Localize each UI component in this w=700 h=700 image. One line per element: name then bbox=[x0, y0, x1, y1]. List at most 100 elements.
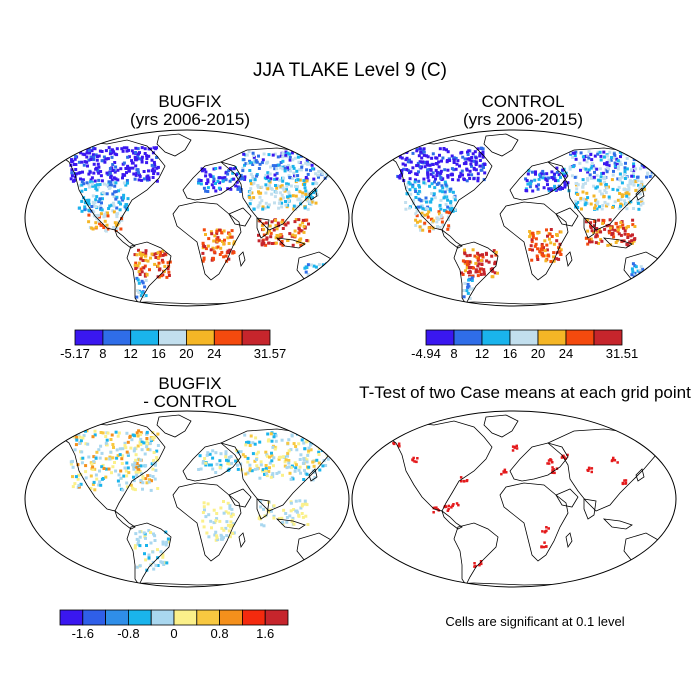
grid-cell bbox=[542, 186, 546, 190]
colorbar-swatch bbox=[213, 329, 243, 346]
grid-cell bbox=[491, 267, 494, 271]
grid-cell bbox=[90, 205, 94, 208]
grid-cell bbox=[147, 529, 151, 533]
grid-cell bbox=[317, 273, 321, 277]
grid-cell bbox=[294, 499, 298, 503]
grid-cell bbox=[414, 218, 418, 222]
grid-cell bbox=[220, 231, 224, 235]
grid-cell bbox=[282, 196, 286, 200]
grid-cell bbox=[298, 223, 302, 227]
grid-cell bbox=[224, 452, 228, 456]
grid-cell bbox=[428, 184, 432, 188]
grid-cell bbox=[324, 449, 328, 453]
significant-cell bbox=[590, 467, 594, 470]
grid-cell bbox=[261, 205, 265, 209]
grid-cell bbox=[214, 182, 217, 185]
significant-cell bbox=[451, 504, 454, 507]
grid-cell bbox=[642, 165, 646, 169]
grid-cell bbox=[120, 457, 124, 461]
grid-cell bbox=[419, 199, 423, 202]
colorbar-label: 8 bbox=[99, 346, 106, 361]
grid-cell bbox=[287, 438, 291, 442]
grid-cell bbox=[586, 170, 590, 174]
grid-cell bbox=[74, 168, 78, 171]
grid-cell bbox=[460, 271, 464, 275]
grid-cell bbox=[588, 240, 591, 244]
grid-cell bbox=[115, 195, 119, 199]
grid-cell bbox=[241, 151, 245, 155]
grid-cell bbox=[255, 452, 259, 456]
grid-cell bbox=[540, 244, 544, 248]
grid-cell bbox=[145, 445, 149, 449]
grid-cell bbox=[252, 155, 256, 159]
grid-cell bbox=[639, 167, 642, 171]
grid-cell bbox=[106, 157, 110, 161]
grid-cell bbox=[264, 469, 267, 473]
grid-cell bbox=[154, 563, 158, 567]
grid-cell bbox=[528, 248, 532, 251]
grid-cell bbox=[478, 253, 482, 257]
grid-cell bbox=[526, 182, 530, 186]
grid-cell bbox=[132, 467, 136, 471]
grid-cell bbox=[86, 164, 89, 168]
colorbar-swatch bbox=[173, 609, 198, 626]
grid-cell bbox=[283, 460, 287, 464]
grid-cell bbox=[571, 155, 575, 159]
grid-cell bbox=[124, 183, 128, 187]
grid-cell bbox=[138, 564, 142, 568]
grid-cell bbox=[446, 205, 450, 209]
grid-cell bbox=[69, 429, 73, 433]
grid-cell bbox=[224, 254, 228, 258]
grid-cell bbox=[156, 172, 160, 176]
grid-cell bbox=[80, 160, 84, 164]
grid-cell bbox=[114, 177, 118, 181]
grid-cell bbox=[126, 155, 130, 159]
grid-cell bbox=[458, 174, 462, 178]
grid-cell bbox=[81, 170, 84, 174]
grid-cell bbox=[101, 197, 104, 201]
grid-cell bbox=[232, 251, 236, 254]
grid-cell bbox=[98, 197, 102, 201]
grid-cell bbox=[321, 263, 325, 267]
grid-cell bbox=[142, 266, 146, 270]
grid-cell bbox=[132, 475, 135, 479]
grid-cell bbox=[594, 203, 598, 207]
grid-cell bbox=[151, 176, 155, 179]
grid-cell bbox=[295, 188, 299, 191]
grid-cell bbox=[596, 202, 599, 206]
grid-cell bbox=[625, 157, 629, 160]
grid-cell bbox=[150, 169, 154, 173]
grid-cell bbox=[286, 195, 289, 199]
grid-cell bbox=[320, 270, 324, 274]
grid-cell bbox=[123, 444, 127, 447]
grid-cell bbox=[548, 237, 551, 241]
colorbar-swatch bbox=[241, 329, 271, 346]
grid-cell bbox=[133, 263, 137, 267]
grid-cell bbox=[302, 458, 306, 462]
grid-cell bbox=[111, 169, 115, 172]
grid-cell bbox=[167, 270, 171, 274]
grid-cell bbox=[134, 267, 138, 270]
grid-cell bbox=[209, 463, 213, 467]
significant-cell bbox=[478, 563, 481, 567]
significant-cell bbox=[433, 506, 437, 509]
grid-cell bbox=[447, 218, 450, 222]
grid-cell bbox=[209, 230, 213, 234]
grid-cell bbox=[619, 155, 622, 159]
grid-cell bbox=[578, 161, 582, 165]
grid-cell bbox=[641, 158, 645, 161]
grid-cell bbox=[627, 196, 631, 200]
grid-cell bbox=[108, 455, 112, 459]
grid-cell bbox=[269, 231, 273, 235]
grid-cell bbox=[443, 190, 447, 194]
grid-cell bbox=[125, 481, 129, 485]
significance-note: Cells are significant at 0.1 level bbox=[445, 614, 625, 629]
grid-cell bbox=[631, 270, 635, 274]
grid-cell bbox=[136, 289, 140, 293]
grid-cell bbox=[292, 166, 296, 170]
grid-cell bbox=[326, 272, 329, 276]
grid-cell bbox=[276, 155, 280, 159]
grid-cell bbox=[262, 507, 265, 511]
grid-cell bbox=[268, 172, 272, 176]
grid-cell bbox=[555, 170, 559, 174]
